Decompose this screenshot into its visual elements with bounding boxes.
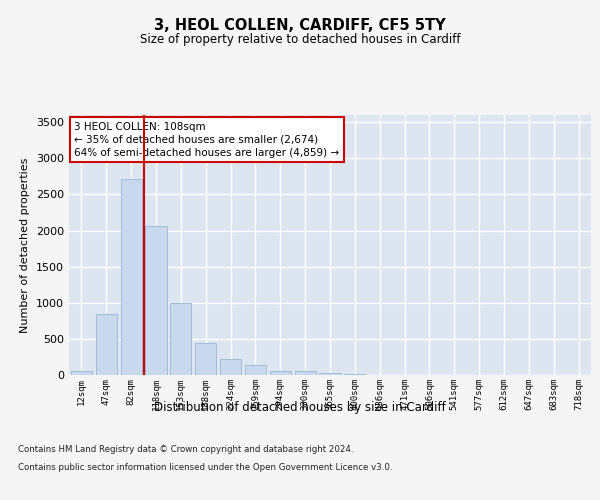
Text: Contains HM Land Registry data © Crown copyright and database right 2024.: Contains HM Land Registry data © Crown c… — [18, 446, 353, 454]
Text: Distribution of detached houses by size in Cardiff: Distribution of detached houses by size … — [154, 401, 446, 414]
Y-axis label: Number of detached properties: Number of detached properties — [20, 158, 31, 332]
Text: 3, HEOL COLLEN, CARDIFF, CF5 5TY: 3, HEOL COLLEN, CARDIFF, CF5 5TY — [154, 18, 446, 32]
Bar — [145, 226, 167, 375]
Bar — [71, 370, 92, 375]
Bar — [319, 373, 341, 375]
Text: 3 HEOL COLLEN: 108sqm
← 35% of detached houses are smaller (2,674)
64% of semi-d: 3 HEOL COLLEN: 108sqm ← 35% of detached … — [74, 122, 340, 158]
Bar — [121, 178, 142, 375]
Bar — [295, 372, 316, 375]
Bar — [96, 314, 117, 375]
Bar — [195, 342, 216, 375]
Bar — [344, 374, 365, 375]
Text: Size of property relative to detached houses in Cardiff: Size of property relative to detached ho… — [140, 32, 460, 46]
Text: Contains public sector information licensed under the Open Government Licence v3: Contains public sector information licen… — [18, 463, 392, 472]
Bar — [220, 360, 241, 375]
Bar — [245, 365, 266, 375]
Bar — [170, 303, 191, 375]
Bar — [270, 370, 291, 375]
